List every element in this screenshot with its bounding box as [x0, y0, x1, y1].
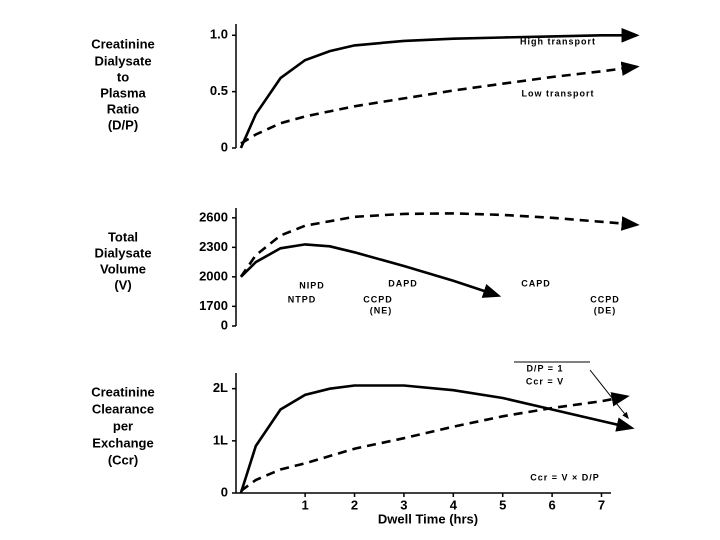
y-axis-label: to [117, 69, 129, 84]
annotation: (NE) [370, 305, 393, 315]
y-tick-label: 2600 [199, 209, 228, 224]
annotation: CCPD [590, 294, 620, 304]
series-label: Low transport [522, 88, 595, 98]
y-tick-label: 2L [213, 380, 228, 395]
y-tick-label: 0 [221, 484, 228, 499]
annotation: NTPD [288, 294, 317, 304]
y-axis-label: per [113, 418, 133, 433]
annotation: CCPD [363, 294, 393, 304]
y-axis-label: Dialysate [94, 245, 151, 260]
y-tick-label: 2300 [199, 239, 228, 254]
line-series [240, 61, 640, 145]
annotation: NIPD [299, 280, 325, 290]
annotation: Ccr = V × D/P [530, 472, 600, 482]
y-axis-label: Dialysate [94, 53, 151, 68]
line-series [240, 392, 630, 492]
x-tick-label: 7 [598, 497, 605, 512]
x-tick-label: 6 [548, 497, 555, 512]
x-tick-label: 1 [302, 497, 309, 512]
annotation: D/P = 1 [526, 363, 563, 373]
line-series [239, 28, 640, 149]
x-tick-label: 2 [351, 497, 358, 512]
y-tick-label: 1.0 [210, 27, 228, 42]
x-tick-label: 5 [499, 497, 506, 512]
y-axis-label: Creatinine [91, 36, 155, 51]
annotation: (DE) [594, 305, 617, 315]
x-tick-label: 3 [400, 497, 407, 512]
y-tick-label: 2000 [199, 268, 228, 283]
y-axis-label: Plasma [100, 85, 146, 100]
series-label: High transport [520, 36, 596, 46]
line-series [239, 384, 635, 494]
y-tick-label: 1L [213, 432, 228, 447]
y-axis-label: Total [108, 229, 138, 244]
y-axis-label: Volume [100, 261, 146, 276]
y-tick-label: 0 [221, 317, 228, 332]
x-tick-label: 4 [450, 497, 458, 512]
y-axis-label: Exchange [92, 435, 153, 450]
annotation: DAPD [388, 278, 418, 288]
y-tick-label: 1700 [199, 298, 228, 313]
label-pointer [589, 369, 629, 420]
y-axis-label: (Ccr) [108, 452, 138, 467]
y-axis-label: (D/P) [108, 117, 138, 132]
line-series [239, 212, 640, 278]
y-tick-label: 0.5 [210, 83, 228, 98]
x-axis-label: Dwell Time (hrs) [378, 511, 478, 526]
y-tick-label: 0 [221, 139, 228, 154]
y-axis-label: Ratio [107, 101, 140, 116]
annotation: Ccr = V [526, 376, 564, 386]
y-axis-label: Clearance [92, 401, 154, 416]
line-series [239, 243, 502, 298]
y-axis-label: (V) [114, 277, 131, 292]
y-axis-label: Creatinine [91, 384, 155, 399]
annotation: CAPD [521, 278, 551, 288]
